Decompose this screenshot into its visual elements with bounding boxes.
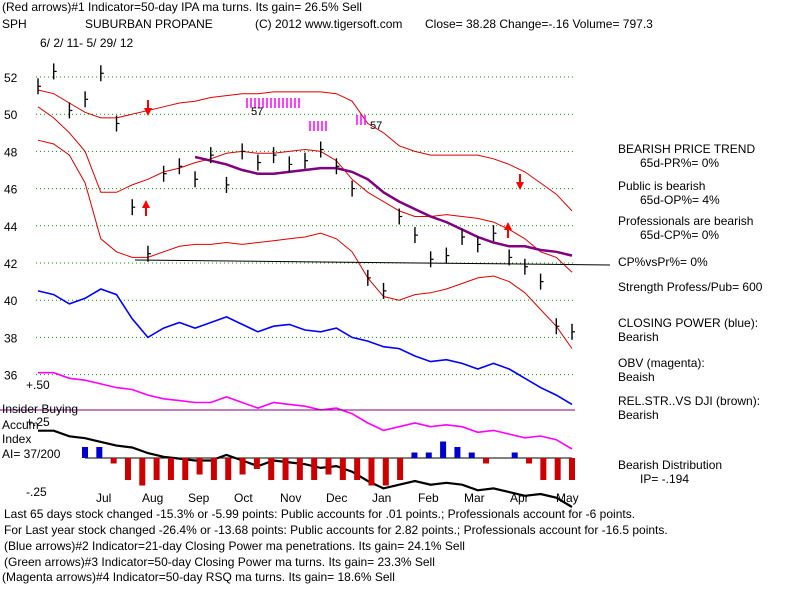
x-tick-label: Dec xyxy=(326,491,348,505)
public-title: Public is bearish xyxy=(618,179,706,193)
accum-index-bars xyxy=(82,441,575,486)
price-axis-ticks: 52 50 48 46 44 42 40 38 36 xyxy=(4,71,18,383)
y-tick-label: 40 xyxy=(4,294,18,308)
public-value: 65d-OP%= 4% xyxy=(640,193,720,207)
footer-line-2: For Last year stock changed -26.4% or -1… xyxy=(4,523,668,537)
trend-value: 65d-PR%= 0% xyxy=(640,156,720,170)
relstr-value: Bearish xyxy=(618,408,659,422)
pros-title: Professionals are bearish xyxy=(618,214,754,228)
indicator-1-title: (Red arrows)#1 Indicator=50-day IPA ma t… xyxy=(2,0,362,14)
closing-power-label: CLOSING POWER (blue): xyxy=(618,316,759,330)
series-obv xyxy=(38,371,573,450)
closing-power-value: Bearish xyxy=(618,330,659,344)
public-block: Public is bearish 65d-OP%= 4% xyxy=(618,179,720,207)
company-name: SUBURBAN PROPANE xyxy=(85,17,213,31)
copyright: (C) 2012 www.tigersoft.com xyxy=(255,17,403,31)
ip-value: IP= -.194 xyxy=(640,472,690,486)
red-arrow-head xyxy=(516,182,524,190)
relstr-label: REL.STR..VS DJI (brown): xyxy=(618,394,761,408)
series-50-day-ma xyxy=(194,155,573,257)
obv-block: OBV (magenta): Beaish xyxy=(618,356,705,384)
x-tick-label: Jul xyxy=(96,491,112,505)
series-relative-strength xyxy=(38,429,573,508)
x-tick-label: Sep xyxy=(188,491,210,505)
x-tick-label: Jan xyxy=(372,491,392,505)
y-tick-label: 42 xyxy=(4,257,18,271)
signal-arrows xyxy=(142,98,524,238)
tick-plus-50: +.50 xyxy=(26,378,50,392)
x-tick-label: Apr xyxy=(510,491,529,505)
ai-value: AI= 37/200 xyxy=(2,447,61,461)
red-arrow-head xyxy=(144,108,152,116)
series-lower-band xyxy=(37,139,573,349)
footer-line-5: (Magenta arrows)#4 Indicator=50-day RSQ … xyxy=(2,570,395,584)
tick-minus-25: -.25 xyxy=(26,485,47,499)
pros-value: 65d-CP%= 0% xyxy=(640,228,720,242)
footer-last-65: Last 65 xyxy=(4,507,44,521)
trend-title: BEARISH PRICE TREND xyxy=(618,142,756,156)
insider-buying-label: Insider Buying xyxy=(2,402,79,416)
footer-line-1: Last 65 days stock changed -15.3% or -5.… xyxy=(4,508,635,521)
x-tick-label: May xyxy=(556,491,579,505)
obv-label: OBV (magenta): xyxy=(618,356,705,370)
series-upper-band xyxy=(37,89,573,212)
x-tick-label: Feb xyxy=(418,491,439,505)
cp-vs-pr: CP%vsPr%= 0% xyxy=(618,255,708,269)
y-tick-label: 44 xyxy=(4,220,18,234)
quote-info: Close= 38.28 Change=-.16 Volume= 797.3 xyxy=(425,17,653,31)
obv-value: Beaish xyxy=(618,370,655,384)
y-tick-label: 38 xyxy=(4,331,18,345)
x-tick-label: Nov xyxy=(280,491,302,505)
footer-line-3: (Blue arrows)#2 Indicator=21-day Closing… xyxy=(4,539,465,553)
price-bars xyxy=(37,63,575,340)
accum-label: Accum xyxy=(2,418,39,432)
y-tick-label: 48 xyxy=(4,145,18,159)
relstr-block: REL.STR..VS DJI (brown): Bearish xyxy=(618,394,760,422)
trend-block: BEARISH PRICE TREND 65d-PR%= 0% xyxy=(618,142,755,170)
footer-line-4: (Green arrows)#3 Indicator=50-day Closin… xyxy=(4,555,435,569)
index-label: Index xyxy=(2,432,32,446)
footer-line-1-text: days stock changed -15.3% or -5.99 point… xyxy=(46,507,636,521)
peak-annotation-2: 57 xyxy=(370,120,383,132)
red-arrow-head xyxy=(504,222,512,230)
y-tick-label: 50 xyxy=(4,108,18,122)
distribution-label: Bearish Distribution xyxy=(618,458,723,472)
tick-plus-25: +.25 xyxy=(26,415,50,429)
x-tick-label: Aug xyxy=(142,491,164,505)
y-tick-label: 46 xyxy=(4,183,18,197)
closing-power-block: CLOSING POWER (blue): Bearish xyxy=(618,316,758,344)
distribution-block: Bearish Distribution IP= -.194 xyxy=(618,458,722,486)
date-range: 6/ 2/ 11- 5/ 29/ 12 xyxy=(40,36,134,50)
x-tick-label: Oct xyxy=(234,491,253,505)
x-tick-label: Mar xyxy=(464,491,485,505)
red-arrow-head xyxy=(142,200,150,208)
peak-annotation-1: 57 xyxy=(251,106,264,118)
y-tick-label: 52 xyxy=(4,71,18,85)
pros-block: Professionals are bearish 65d-CP%= 0% xyxy=(618,214,753,242)
series-closing-power xyxy=(37,288,573,406)
series-lines xyxy=(37,89,573,508)
y-tick-label: 36 xyxy=(4,369,18,383)
series-upper-inner-band xyxy=(37,106,573,273)
support-line xyxy=(134,259,611,266)
ticker-symbol: SPH xyxy=(2,17,27,31)
strength-ratio: Strength Profess/Pub= 600 xyxy=(618,280,763,294)
